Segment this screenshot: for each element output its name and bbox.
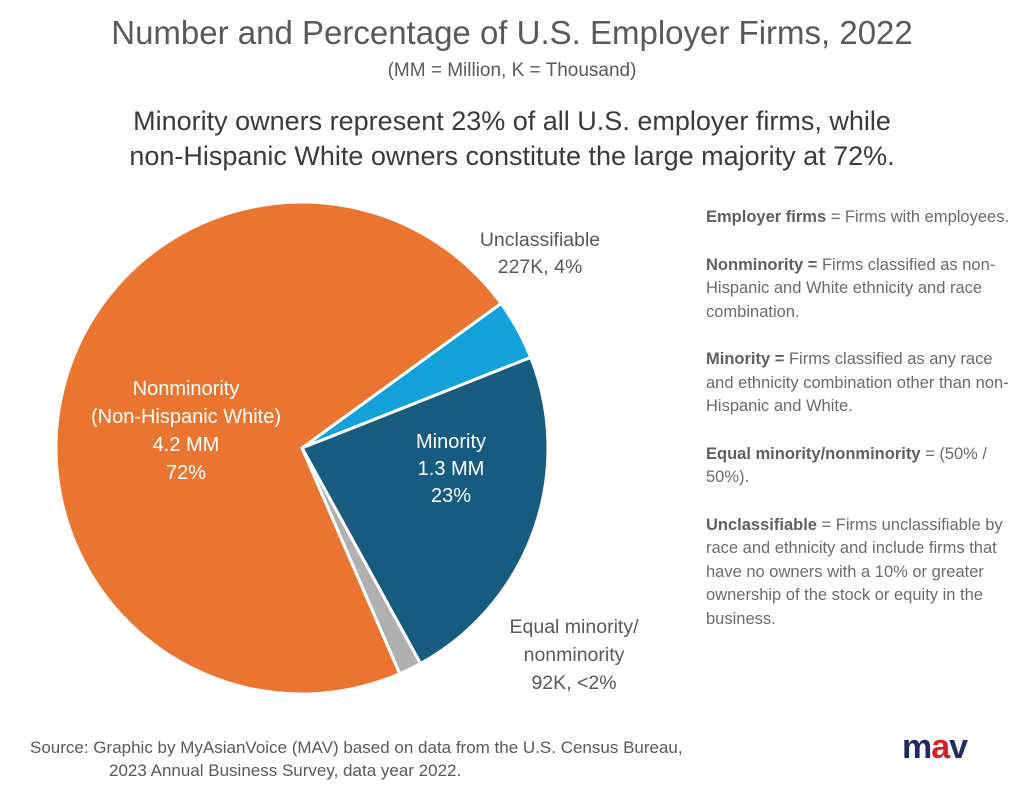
logo-letter-m: m — [902, 728, 932, 766]
source-note: Source: Graphic by MyAsianVoice (MAV) ba… — [30, 736, 683, 782]
pie-slice-minority — [300, 355, 550, 666]
mav-logo: mav — [902, 728, 968, 767]
logo-letter-a: a — [931, 728, 950, 766]
pie-chart: Unclassifiable 227K, 4% Minority 1.3 MM 23% E… — [54, 200, 640, 696]
chart-subtitle: (MM = Million, K = Thousand) — [387, 60, 637, 81]
source-line-1: Source: Graphic by MyAsianVoice (MAV) ba… — [30, 738, 683, 757]
chart-title: Number and Percentage of U.S. Employer F… — [111, 14, 913, 51]
slice-label-nonminority-non-hispanic-white: Nonminority (Non-Hispanic White) 4.2 MM 72% — [91, 378, 281, 484]
definition-employer-firms: Employer firms = Firms with employees. — [706, 208, 1010, 226]
slice-label-unclassifiable: Unclassifiable 227K, 4% — [480, 229, 600, 278]
slice-label-minority: Minority 1.3 MM 23% — [416, 431, 486, 507]
definition-equal: Equal minority/nonminority = (50% / 50%)… — [706, 444, 988, 487]
pie-slice-nonminority-non-hispanic-white — [54, 200, 503, 696]
slice-label-equal-minority-nonminority: Equal minority/nonminority 92K, <2% — [510, 616, 640, 694]
definitions-panel: Employer firms = Firms with employees. N… — [706, 206, 1012, 655]
headline-line-2: non-Hispanic White owners constitute the… — [129, 141, 895, 171]
definition-minority: Minority = Firms classified as any race … — [706, 350, 1009, 415]
definition-unclassifiable: Unclassifiable = Firms unclassifiable by… — [706, 515, 1003, 628]
definition-nonminority: Nonminority = Firms classified as non-Hi… — [706, 255, 996, 321]
logo-letter-v: v — [949, 728, 968, 766]
headline-line-1: Minority owners represent 23% of all U.S… — [133, 106, 891, 136]
headline: Minority owners represent 23% of all U.S… — [60, 104, 964, 174]
source-line-2: 2023 Annual Business Survey, data year 2… — [109, 761, 462, 780]
